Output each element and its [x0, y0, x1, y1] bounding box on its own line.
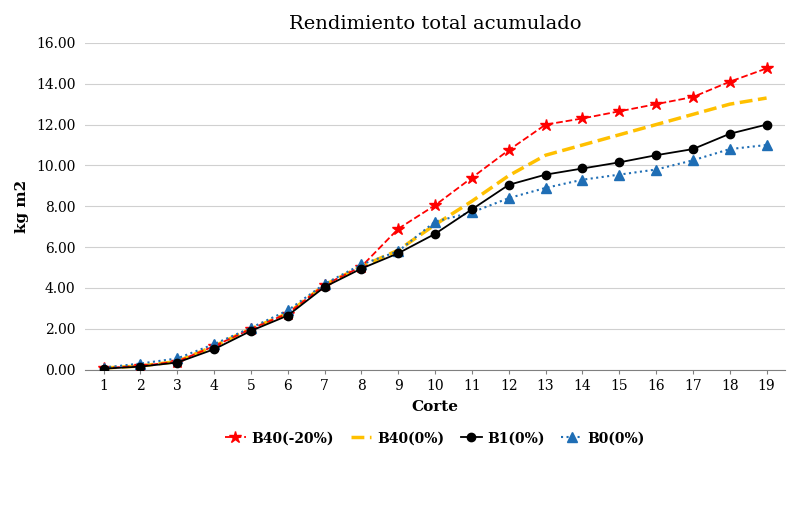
B40(0%) — [136, 363, 146, 369]
B40(-20%) — [430, 202, 440, 208]
B0(0%) — [210, 341, 219, 347]
B40(0%) — [614, 132, 624, 138]
B0(0%) — [246, 325, 256, 331]
B0(0%) — [173, 355, 182, 362]
B1(0%) — [614, 159, 624, 165]
B40(-20%) — [394, 226, 403, 232]
B40(0%) — [98, 365, 108, 371]
B40(-20%) — [136, 363, 146, 369]
B1(0%) — [578, 165, 587, 171]
Line: B0(0%): B0(0%) — [98, 140, 771, 372]
B40(0%) — [725, 101, 734, 107]
B0(0%) — [762, 142, 771, 148]
B1(0%) — [283, 312, 293, 319]
Line: B1(0%): B1(0%) — [99, 120, 770, 373]
B40(0%) — [394, 247, 403, 253]
B40(0%) — [357, 264, 366, 270]
Title: Rendimiento total acumulado: Rendimiento total acumulado — [289, 15, 582, 33]
B1(0%) — [394, 250, 403, 256]
B40(-20%) — [210, 343, 219, 349]
B1(0%) — [762, 122, 771, 128]
B40(0%) — [173, 358, 182, 365]
Y-axis label: kg m2: kg m2 — [15, 180, 29, 233]
B40(-20%) — [283, 310, 293, 316]
B40(-20%) — [614, 108, 624, 114]
B0(0%) — [430, 219, 440, 225]
B1(0%) — [210, 346, 219, 352]
B40(-20%) — [467, 175, 477, 181]
B0(0%) — [578, 177, 587, 183]
B0(0%) — [357, 262, 366, 268]
B40(0%) — [467, 198, 477, 204]
B40(0%) — [320, 282, 330, 288]
B1(0%) — [725, 131, 734, 137]
B1(0%) — [246, 328, 256, 334]
B40(0%) — [504, 172, 514, 179]
B0(0%) — [688, 157, 698, 164]
B40(-20%) — [541, 122, 550, 128]
B40(0%) — [762, 95, 771, 101]
B40(-20%) — [504, 147, 514, 153]
B1(0%) — [467, 206, 477, 212]
B40(0%) — [541, 152, 550, 159]
B40(0%) — [688, 111, 698, 118]
B0(0%) — [504, 195, 514, 201]
B40(-20%) — [725, 79, 734, 85]
B0(0%) — [467, 209, 477, 215]
B40(-20%) — [578, 116, 587, 122]
B40(-20%) — [246, 326, 256, 332]
B0(0%) — [320, 281, 330, 287]
B0(0%) — [136, 361, 146, 367]
B1(0%) — [136, 364, 146, 370]
B0(0%) — [614, 171, 624, 178]
B0(0%) — [283, 307, 293, 313]
B0(0%) — [98, 365, 108, 371]
B40(-20%) — [98, 365, 108, 371]
B0(0%) — [541, 185, 550, 191]
B0(0%) — [725, 146, 734, 152]
Line: B40(0%): B40(0%) — [103, 98, 766, 368]
B1(0%) — [688, 146, 698, 152]
B1(0%) — [504, 182, 514, 188]
B1(0%) — [357, 265, 366, 271]
X-axis label: Corte: Corte — [411, 400, 458, 414]
B40(0%) — [651, 122, 661, 128]
B40(-20%) — [173, 358, 182, 365]
B40(0%) — [430, 222, 440, 228]
B0(0%) — [651, 166, 661, 172]
Line: B40(-20%): B40(-20%) — [98, 62, 773, 375]
B0(0%) — [394, 248, 403, 254]
B40(0%) — [210, 343, 219, 349]
B1(0%) — [320, 284, 330, 290]
B40(-20%) — [320, 282, 330, 288]
Legend: B40(-20%), B40(0%), B1(0%), B0(0%): B40(-20%), B40(0%), B1(0%), B0(0%) — [219, 426, 650, 451]
B1(0%) — [173, 359, 182, 366]
B1(0%) — [541, 171, 550, 178]
B40(-20%) — [651, 101, 661, 107]
B40(0%) — [283, 310, 293, 316]
B40(-20%) — [762, 65, 771, 71]
B40(-20%) — [688, 94, 698, 100]
B1(0%) — [430, 231, 440, 237]
B40(0%) — [246, 326, 256, 332]
B1(0%) — [651, 152, 661, 159]
B40(-20%) — [357, 264, 366, 270]
B40(0%) — [578, 142, 587, 148]
B1(0%) — [98, 366, 108, 372]
